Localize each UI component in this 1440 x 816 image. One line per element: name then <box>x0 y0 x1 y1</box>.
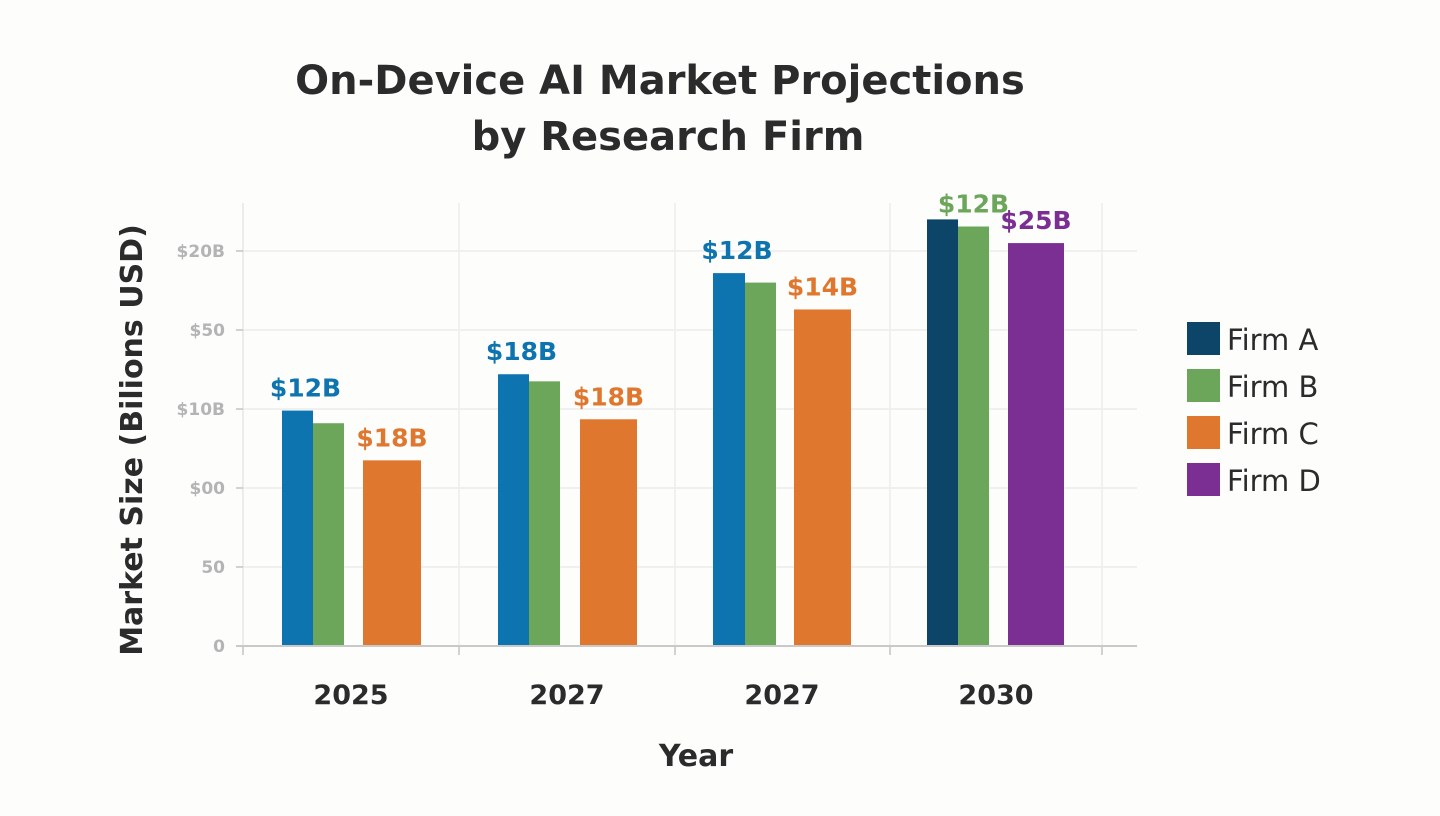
bar-firm-b-2025 <box>313 423 344 646</box>
data-label: $18B <box>486 337 557 366</box>
bar-firm-d-2030 <box>1008 243 1064 646</box>
x-tick-label: 2027 <box>529 680 604 711</box>
bar-firm-a-2027 <box>498 374 529 646</box>
data-label: $25B <box>1000 206 1071 235</box>
legend-label: Firm A <box>1227 323 1319 357</box>
x-tick-label: 2030 <box>958 680 1033 711</box>
legend-swatch <box>1187 416 1220 449</box>
legend-label: Firm B <box>1227 370 1318 404</box>
bar-firm-a-2030 <box>927 219 958 646</box>
bar-firm-b-2030 <box>958 226 989 646</box>
y-axis-title: Market Size (Bilions USD) <box>115 224 150 656</box>
bar-firm-a-2025 <box>282 410 313 646</box>
bar-firm-b-2027 <box>745 282 776 646</box>
data-label: $18B <box>573 382 644 411</box>
bar-firm-c-2025 <box>363 460 421 646</box>
legend-label: Firm D <box>1227 464 1321 498</box>
chart-title-line-2: by Research Firm <box>472 114 865 160</box>
axes: 0 50 $00 $10B $50 $20B 2025 2027 2027 2030 <box>177 242 1137 711</box>
data-label: $18B <box>356 423 427 452</box>
chart-title-line-1: On-Device AI Market Projections <box>295 58 1025 104</box>
y-tick-label: 0 <box>213 637 225 657</box>
bars <box>282 219 1064 646</box>
legend: Firm A Firm B Firm C Firm D <box>1187 322 1321 498</box>
legend-swatch <box>1187 322 1220 355</box>
data-label: $14B <box>787 272 858 301</box>
y-tick-label: $10B <box>177 400 225 420</box>
data-label: $12B <box>701 236 772 265</box>
bar-firm-b-2027 <box>529 381 560 646</box>
x-tick-label: 2025 <box>313 680 388 711</box>
legend-swatch <box>1187 463 1220 496</box>
y-tick-label: 50 <box>201 558 225 578</box>
y-tick-label: $00 <box>190 479 226 499</box>
data-label: $12B <box>270 374 341 403</box>
y-tick-label: $20B <box>177 242 225 262</box>
legend-swatch <box>1187 369 1220 402</box>
data-labels: $12B$18B$18B$18B$12B$14B$12B$25B <box>270 190 1072 453</box>
bar-firm-c-2027 <box>794 309 851 646</box>
bar-firm-c-2027 <box>580 419 637 646</box>
data-label: $12B <box>938 190 1009 219</box>
x-tick-label: 2027 <box>744 680 819 711</box>
legend-label: Firm C <box>1227 417 1319 451</box>
x-axis-title: Year <box>658 739 734 774</box>
y-tick-label: $50 <box>190 321 226 341</box>
bar-firm-a-2027 <box>713 273 745 646</box>
